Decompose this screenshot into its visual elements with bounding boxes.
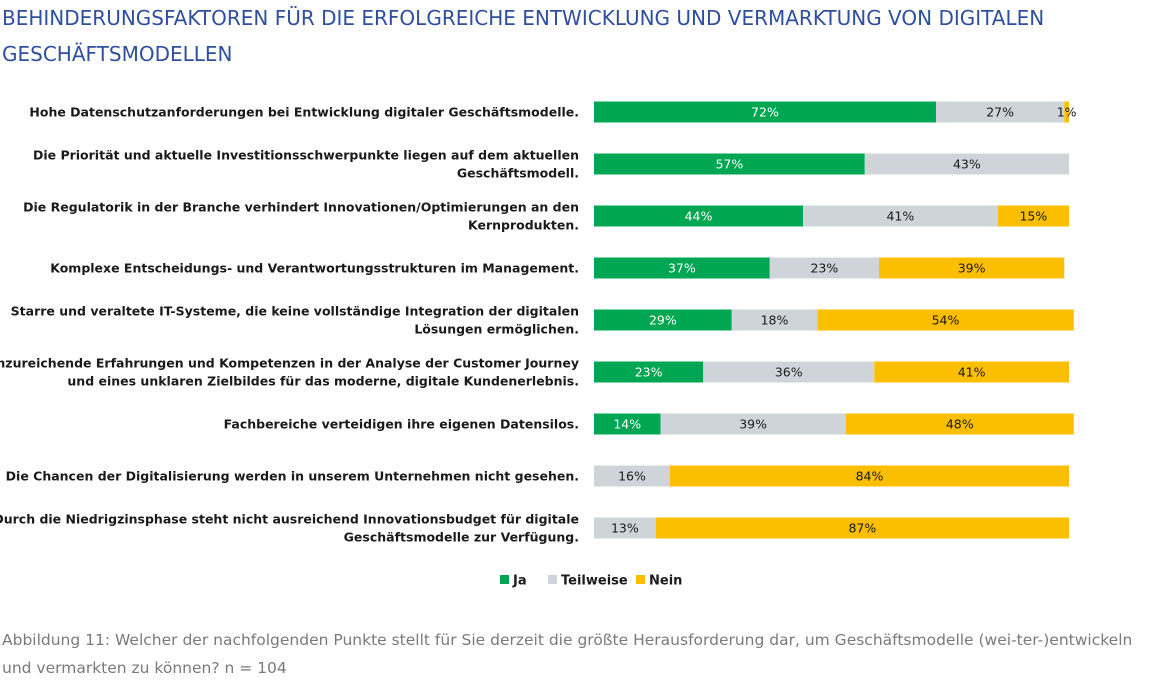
data-label: 39%	[958, 261, 986, 276]
data-label: 36%	[775, 365, 803, 380]
category-label: Die Chancen der Digitalisierung werden i…	[6, 469, 579, 484]
bar-segment-nein	[670, 465, 1069, 487]
bar-segment-teilweise	[594, 517, 656, 539]
bar-segment-ja	[594, 257, 770, 279]
data-label: 84%	[856, 469, 884, 484]
bar-segment-nein	[817, 309, 1074, 331]
data-label: 14%	[613, 417, 641, 432]
data-label: 13%	[611, 521, 639, 536]
category-label: Hohe Datenschutzanforderungen bei Entwic…	[29, 105, 579, 120]
legend-swatch-ja	[500, 575, 509, 584]
bar-segment-nein	[997, 205, 1069, 227]
bar-segment-teilweise	[594, 465, 670, 487]
category-label: Durch die Niedrigzinsphase steht nicht a…	[0, 512, 579, 545]
bar-segment-teilweise	[731, 309, 818, 331]
bar-segment-teilweise	[660, 413, 846, 435]
bar-segment-nein	[845, 413, 1074, 435]
category-label: Unzureichende Erfahrungen und Kompetenze…	[0, 356, 579, 389]
bar-segment-teilweise	[703, 361, 875, 383]
data-label: 16%	[618, 469, 646, 484]
data-label: 39%	[739, 417, 767, 432]
legend-swatch-teilweise	[548, 575, 557, 584]
data-label: 41%	[886, 209, 914, 224]
category-label: Die Regulatorik in der Branche verhinder…	[23, 200, 579, 233]
legend-swatch-nein	[636, 575, 645, 584]
data-label: 43%	[953, 157, 981, 172]
category-label: Fachbereiche verteidigen ihre eigenen Da…	[224, 417, 579, 432]
data-label: 23%	[635, 365, 663, 380]
bar-segment-nein	[879, 257, 1065, 279]
category-label: Starre und veraltete IT-Systeme, die kei…	[11, 304, 579, 337]
legend-label-ja: Ja	[512, 574, 527, 589]
bar-segment-nein	[874, 361, 1069, 383]
bar-segment-nein	[655, 517, 1069, 539]
figure-caption: Abbildung 11: Welcher der nachfolgenden …	[2, 631, 1133, 677]
data-label: 27%	[986, 105, 1014, 120]
data-label: 15%	[1019, 209, 1047, 224]
bar-segment-teilweise	[803, 205, 998, 227]
data-label: 48%	[946, 417, 974, 432]
data-label: 54%	[932, 313, 960, 328]
legend-label-nein: Nein	[649, 574, 682, 589]
category-label: Komplexe Entscheidungs- und Verantwortun…	[50, 261, 579, 276]
data-label: 87%	[848, 521, 876, 536]
data-label: 41%	[958, 365, 986, 380]
bar-segment-ja	[594, 205, 803, 227]
data-label: 29%	[649, 313, 677, 328]
data-label: 1%	[1057, 105, 1077, 120]
data-label: 57%	[715, 157, 743, 172]
bar-segment-ja	[594, 309, 732, 331]
bars-group: 72% 27% 1% 57% 43% 44% 41% 15% 37% 23% 39% 29% 18% 54…	[594, 101, 1077, 539]
chart-title: BEHINDERUNGSFAKTOREN FÜR DIE ERFOLGREICH…	[2, 6, 1045, 66]
bar-segment-ja	[594, 361, 704, 383]
data-label: 37%	[668, 261, 696, 276]
data-label: 44%	[685, 209, 713, 224]
bar-segment-teilweise	[769, 257, 879, 279]
data-label: 72%	[751, 105, 779, 120]
bar-segment-teilweise	[864, 153, 1069, 175]
category-label: Die Priorität und aktuelle Investitionss…	[33, 148, 579, 181]
bar-segment-teilweise	[936, 101, 1065, 123]
legend: Ja Teilweise Nein	[500, 574, 682, 589]
bar-segment-nein	[1064, 101, 1069, 123]
legend-label-teilweise: Teilweise	[561, 574, 628, 589]
data-label: 23%	[810, 261, 838, 276]
bar-segment-ja	[594, 413, 661, 435]
bar-segment-ja	[594, 101, 936, 123]
data-label: 18%	[761, 313, 789, 328]
stacked-bar-chart: 72% 27% 1% 57% 43% 44% 41% 15% 37% 23% 39% 29% 18% 54…	[0, 101, 1077, 589]
bar-segment-ja	[594, 153, 865, 175]
category-labels: Hohe Datenschutzanforderungen bei Entwic…	[0, 105, 579, 545]
